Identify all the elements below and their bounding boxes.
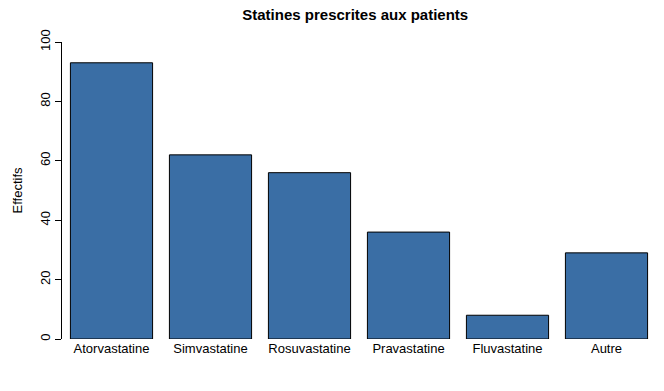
svg-text:80: 80 [38,92,53,106]
svg-text:0: 0 [38,333,53,340]
svg-text:Atorvastatine: Atorvastatine [74,341,150,356]
svg-text:Rosuvastatine: Rosuvastatine [268,341,350,356]
svg-text:Effectifs: Effectifs [10,167,25,214]
svg-text:Pravastatine: Pravastatine [372,341,444,356]
svg-text:40: 40 [38,211,53,225]
svg-text:Statines prescrites aux patien: Statines prescrites aux patients [242,6,468,23]
svg-text:20: 20 [38,270,53,284]
svg-text:Fluvastatine: Fluvastatine [472,341,542,356]
svg-text:Autre: Autre [591,341,622,356]
svg-text:Simvastatine: Simvastatine [173,341,247,356]
svg-text:100: 100 [38,29,53,51]
svg-text:60: 60 [38,152,53,166]
